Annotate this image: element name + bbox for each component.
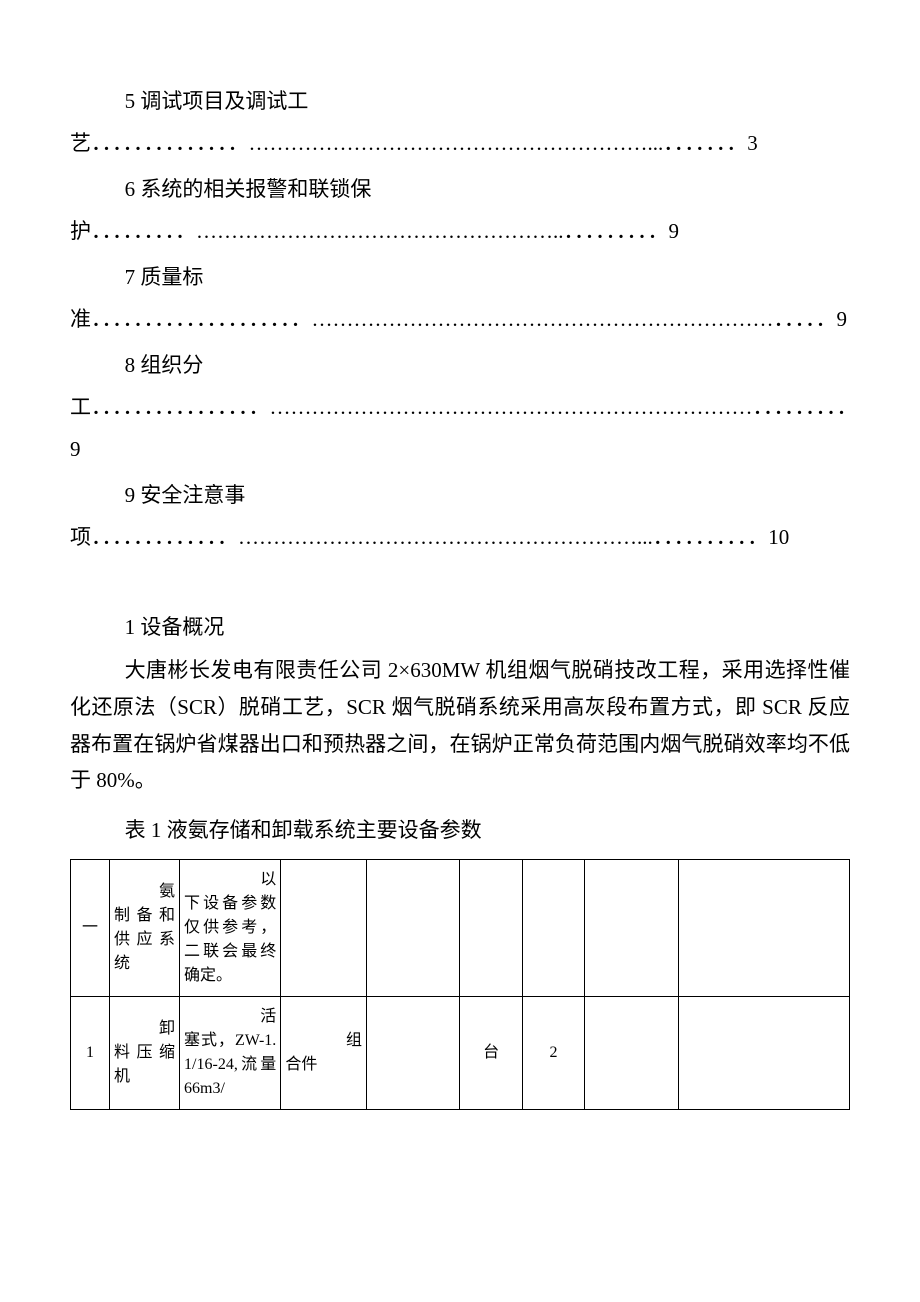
table-cell: 活 塞式，ZW-1.1/16-24,流量66m3/ [180,997,281,1110]
cell-lead: 氨 [114,880,175,904]
cell-lead: 卸 [114,1017,175,1041]
table-1-caption: 表 1 液氨存储和卸载系统主要设备参数 [70,809,850,851]
toc-page: 3 [747,131,758,155]
table-row: 1 卸 料压缩机 活 塞式，ZW-1.1/16-24,流量66m3/ 组 合件 … [71,997,850,1110]
table-cell: 台 [460,997,522,1110]
table-cell [678,997,849,1110]
toc-dots: ．．．．．．．．．．．．．…………………………………………………...．．．．．… [91,525,768,549]
toc-page: 9 [837,307,848,331]
cell-lead: 活 [184,1005,276,1029]
section-1-paragraph: 大唐彬长发电有限责任公司 2×630MW 机组烟气脱硝技改工程，采用选择性催化还… [70,652,850,799]
toc-item-7: 7 质量标准．．．．．．．．．．．．．．．．．．．．……………………………………… [70,256,850,340]
cell-rest: 合件 [285,1056,317,1073]
toc-item-8: 8 组织分工．．．．．．．．．．．．．．．．………………………………………………… [70,344,850,470]
table-cell [367,860,460,997]
section-1-heading: 1 设备概况 [70,606,850,648]
toc-dots: ．．．．．．．．．．．．．．…………………………………………………...．．．．… [91,131,747,155]
table-cell [281,860,367,997]
table-cell: 氨 制备和供应系统 [109,860,179,997]
table-cell [678,860,849,997]
toc-page: 9 [70,437,81,461]
table-cell: 卸 料压缩机 [109,997,179,1110]
cell-rest: 塞式，ZW-1.1/16-24,流量66m3/ [184,1032,276,1097]
toc-dots: ．．．．．．．．．．．．．．．．．．．．……………………………………………………… [91,307,837,331]
toc-item-6: 6 系统的相关报警和联锁保护．．．．．．．．．……………………………………………… [70,168,850,252]
toc-dots: ．．．．．．．．．……………………………………………..．．．．．．．．． [91,219,669,243]
toc-item-9: 9 安全注意事项．．．．．．．．．．．．．…………………………………………………… [70,474,850,558]
table-cell: 2 [522,997,584,1110]
table-cell: 1 [71,997,110,1110]
toc-dots: ．．．．．．．．．．．．．．．．……………………………………………………………．… [91,395,858,419]
cell-rest: 制备和供应系统 [114,907,175,972]
equipment-table: 一 氨 制备和供应系统 以 下设备参数仅供参考，二联会最终确定。 1 [70,859,850,1110]
table-cell [522,860,584,997]
cell-lead: 以 [184,868,276,892]
table-cell [585,997,678,1110]
table-cell [585,860,678,997]
cell-lead: 组 [285,1029,362,1053]
table-cell: 一 [71,860,110,997]
table-row: 一 氨 制备和供应系统 以 下设备参数仅供参考，二联会最终确定。 [71,860,850,997]
cell-rest: 料压缩机 [114,1044,175,1085]
cell-rest: 下设备参数仅供参考，二联会最终确定。 [184,895,276,984]
toc-item-5: 5 调试项目及调试工艺．．．．．．．．．．．．．．………………………………………… [70,80,850,164]
toc-page: 10 [768,525,789,549]
table-cell: 组 合件 [281,997,367,1110]
toc-page: 9 [669,219,680,243]
table-cell [460,860,522,997]
table-cell: 以 下设备参数仅供参考，二联会最终确定。 [180,860,281,997]
table-cell [367,997,460,1110]
